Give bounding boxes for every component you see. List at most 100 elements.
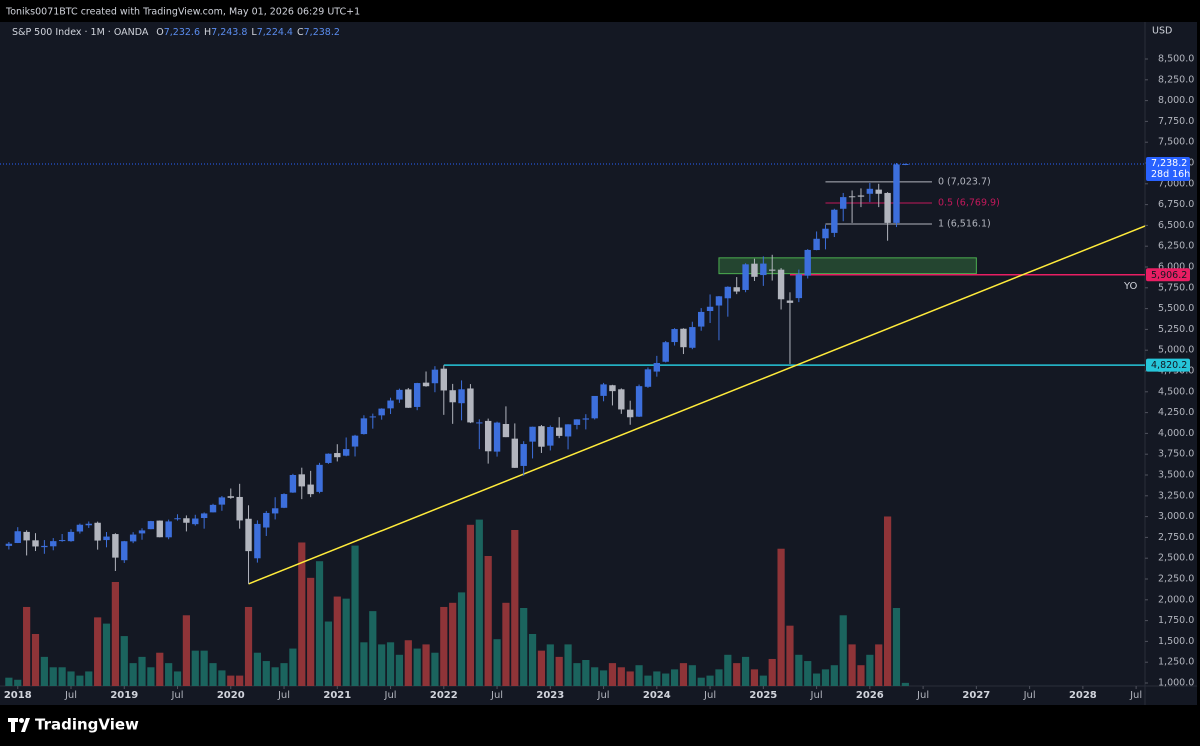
candle-body (23, 531, 30, 541)
volume-bar (58, 667, 66, 686)
volume-bar (218, 670, 226, 686)
volume-bar (555, 656, 563, 686)
candle-body (396, 389, 403, 400)
volume-bar (236, 675, 244, 686)
volume-bar (528, 634, 537, 686)
candle-body (538, 426, 545, 447)
volume-bar (333, 596, 341, 686)
ohlc-key: H (204, 27, 211, 38)
brand: TradingView (35, 716, 139, 734)
candle-body (440, 368, 447, 391)
candle-body (680, 328, 687, 348)
candle-body (591, 395, 598, 419)
candle-body (724, 286, 732, 299)
volume-bar (582, 660, 590, 686)
y-tick-label: 5,250.0 (1158, 324, 1194, 335)
y-tick-label: 2,750.0 (1158, 532, 1194, 543)
volume-bar (892, 608, 901, 686)
volume-bar (138, 656, 146, 686)
volume-bar (750, 669, 759, 686)
candle-body (378, 408, 385, 416)
volume-bar (289, 648, 297, 686)
volume-bar (191, 650, 199, 686)
volume-bar (14, 679, 22, 686)
volume-layer (5, 516, 909, 686)
level-tag-label: 5,906.2 (1151, 270, 1187, 281)
candle-body (5, 543, 13, 546)
y-tick-label: 6,250.0 (1158, 241, 1194, 252)
ohlc-key: L (251, 27, 257, 38)
ohlc-value: 7,238.2 (304, 27, 340, 38)
volume-bar (466, 524, 475, 686)
candle-body (431, 369, 439, 384)
volume-bar (5, 677, 13, 686)
candle-body (449, 390, 456, 403)
candle-body (573, 419, 581, 425)
level-tag-label: 4,820.2 (1151, 360, 1187, 371)
candle-body (484, 420, 492, 452)
candle-body (511, 438, 519, 468)
y-tick-label: 5,000.0 (1158, 345, 1194, 356)
volume-bar (369, 611, 377, 686)
candle-body (831, 209, 838, 233)
volume-bar (679, 663, 688, 686)
volume-bar (165, 663, 173, 686)
candle-body (405, 389, 412, 408)
y-tick-label: 5,500.0 (1158, 303, 1194, 314)
candle-body (502, 423, 510, 438)
volume-bar (706, 675, 714, 686)
y-tick-label: 2,250.0 (1158, 574, 1194, 585)
level-tag (1146, 268, 1190, 282)
fib-label: 1 (6,516.1) (938, 219, 991, 230)
volume-bar (342, 598, 350, 686)
y-tick-label: 5,750.0 (1158, 282, 1194, 293)
candle-body (875, 189, 882, 194)
candle-body (94, 522, 101, 541)
volume-bar (786, 625, 794, 686)
volume-bar (413, 648, 421, 686)
candle-body (609, 385, 616, 392)
candle-body (351, 435, 359, 447)
candle-body (893, 164, 900, 223)
volume-bar (182, 615, 190, 686)
volume-bar (120, 636, 128, 686)
x-tick-label: Jul (64, 690, 77, 701)
volume-bar (830, 665, 838, 686)
candle-body (555, 427, 563, 436)
candle-body (192, 518, 199, 525)
volume-bar (795, 654, 803, 686)
volume-bar (49, 667, 57, 686)
ohlc-value: 7,224.4 (257, 27, 293, 38)
volume-bar (573, 663, 581, 686)
candle-body (121, 541, 128, 561)
candle-body (76, 524, 84, 532)
candle-body (635, 386, 643, 417)
candle-body (316, 464, 323, 492)
volume-bar (715, 669, 723, 686)
candle-body (289, 475, 297, 493)
volume-bar (733, 663, 741, 686)
logo-v (21, 718, 30, 732)
candle-body (218, 497, 226, 505)
candle-body (848, 196, 856, 198)
x-tick-label: Jul (277, 690, 290, 701)
y-tick-label: 2,000.0 (1158, 594, 1194, 605)
volume-bar (244, 606, 253, 686)
candle-body (742, 264, 749, 290)
volume-bar (662, 673, 670, 686)
volume-bar (156, 652, 164, 686)
candle-body (902, 163, 909, 165)
logo-dot (19, 718, 24, 723)
volume-bar (431, 652, 439, 686)
volume-bar (901, 682, 909, 686)
volume-bar (67, 671, 75, 686)
candle-body (813, 238, 820, 251)
candle-body (476, 422, 483, 424)
x-tick-label: 2022 (430, 690, 458, 701)
candle-body (493, 422, 501, 452)
candle-body (369, 416, 376, 418)
candle-body (129, 534, 137, 542)
x-tick-label: Jul (703, 690, 716, 701)
volume-bar (253, 652, 262, 686)
y-tick-label: 3,500.0 (1158, 470, 1194, 481)
